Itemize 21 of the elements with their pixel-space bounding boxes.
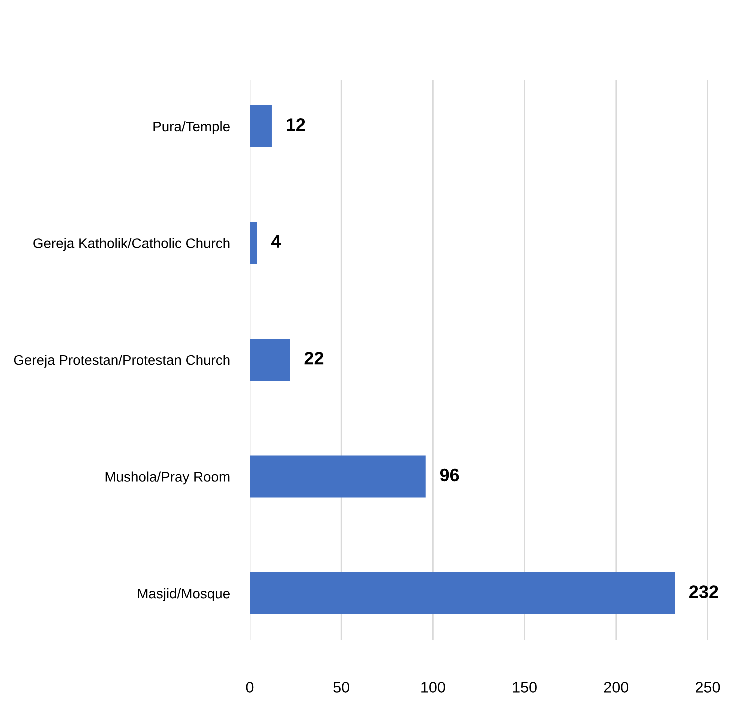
- x-tick-label: 100: [422, 682, 446, 693]
- x-tick-label: 50: [334, 682, 350, 693]
- x-tick-label: 200: [604, 682, 629, 693]
- data-label: 12: [287, 118, 306, 132]
- x-tick-label: 150: [513, 682, 537, 693]
- bar: [250, 222, 258, 264]
- bar: [250, 338, 290, 382]
- bar: [250, 456, 426, 498]
- y-tick-label: Gereja Protestan/Protestan Church: [14, 354, 230, 368]
- data-label: 232: [690, 586, 718, 598]
- y-tick-label: Pura/Temple: [154, 121, 230, 134]
- y-tick-label: Gereja Katholik/Catholic Church: [34, 238, 230, 252]
- bar: [250, 572, 676, 615]
- data-label: 22: [304, 352, 324, 365]
- bar: [250, 105, 272, 148]
- y-tick-label: Masjid/Mosque: [138, 588, 230, 602]
- y-tick-label: Mushola/Pray Room: [106, 472, 230, 485]
- data-label: 4: [271, 235, 282, 248]
- data-label: 96: [440, 468, 460, 482]
- x-tick-label: 0: [246, 682, 254, 693]
- x-tick-label: 250: [696, 682, 720, 693]
